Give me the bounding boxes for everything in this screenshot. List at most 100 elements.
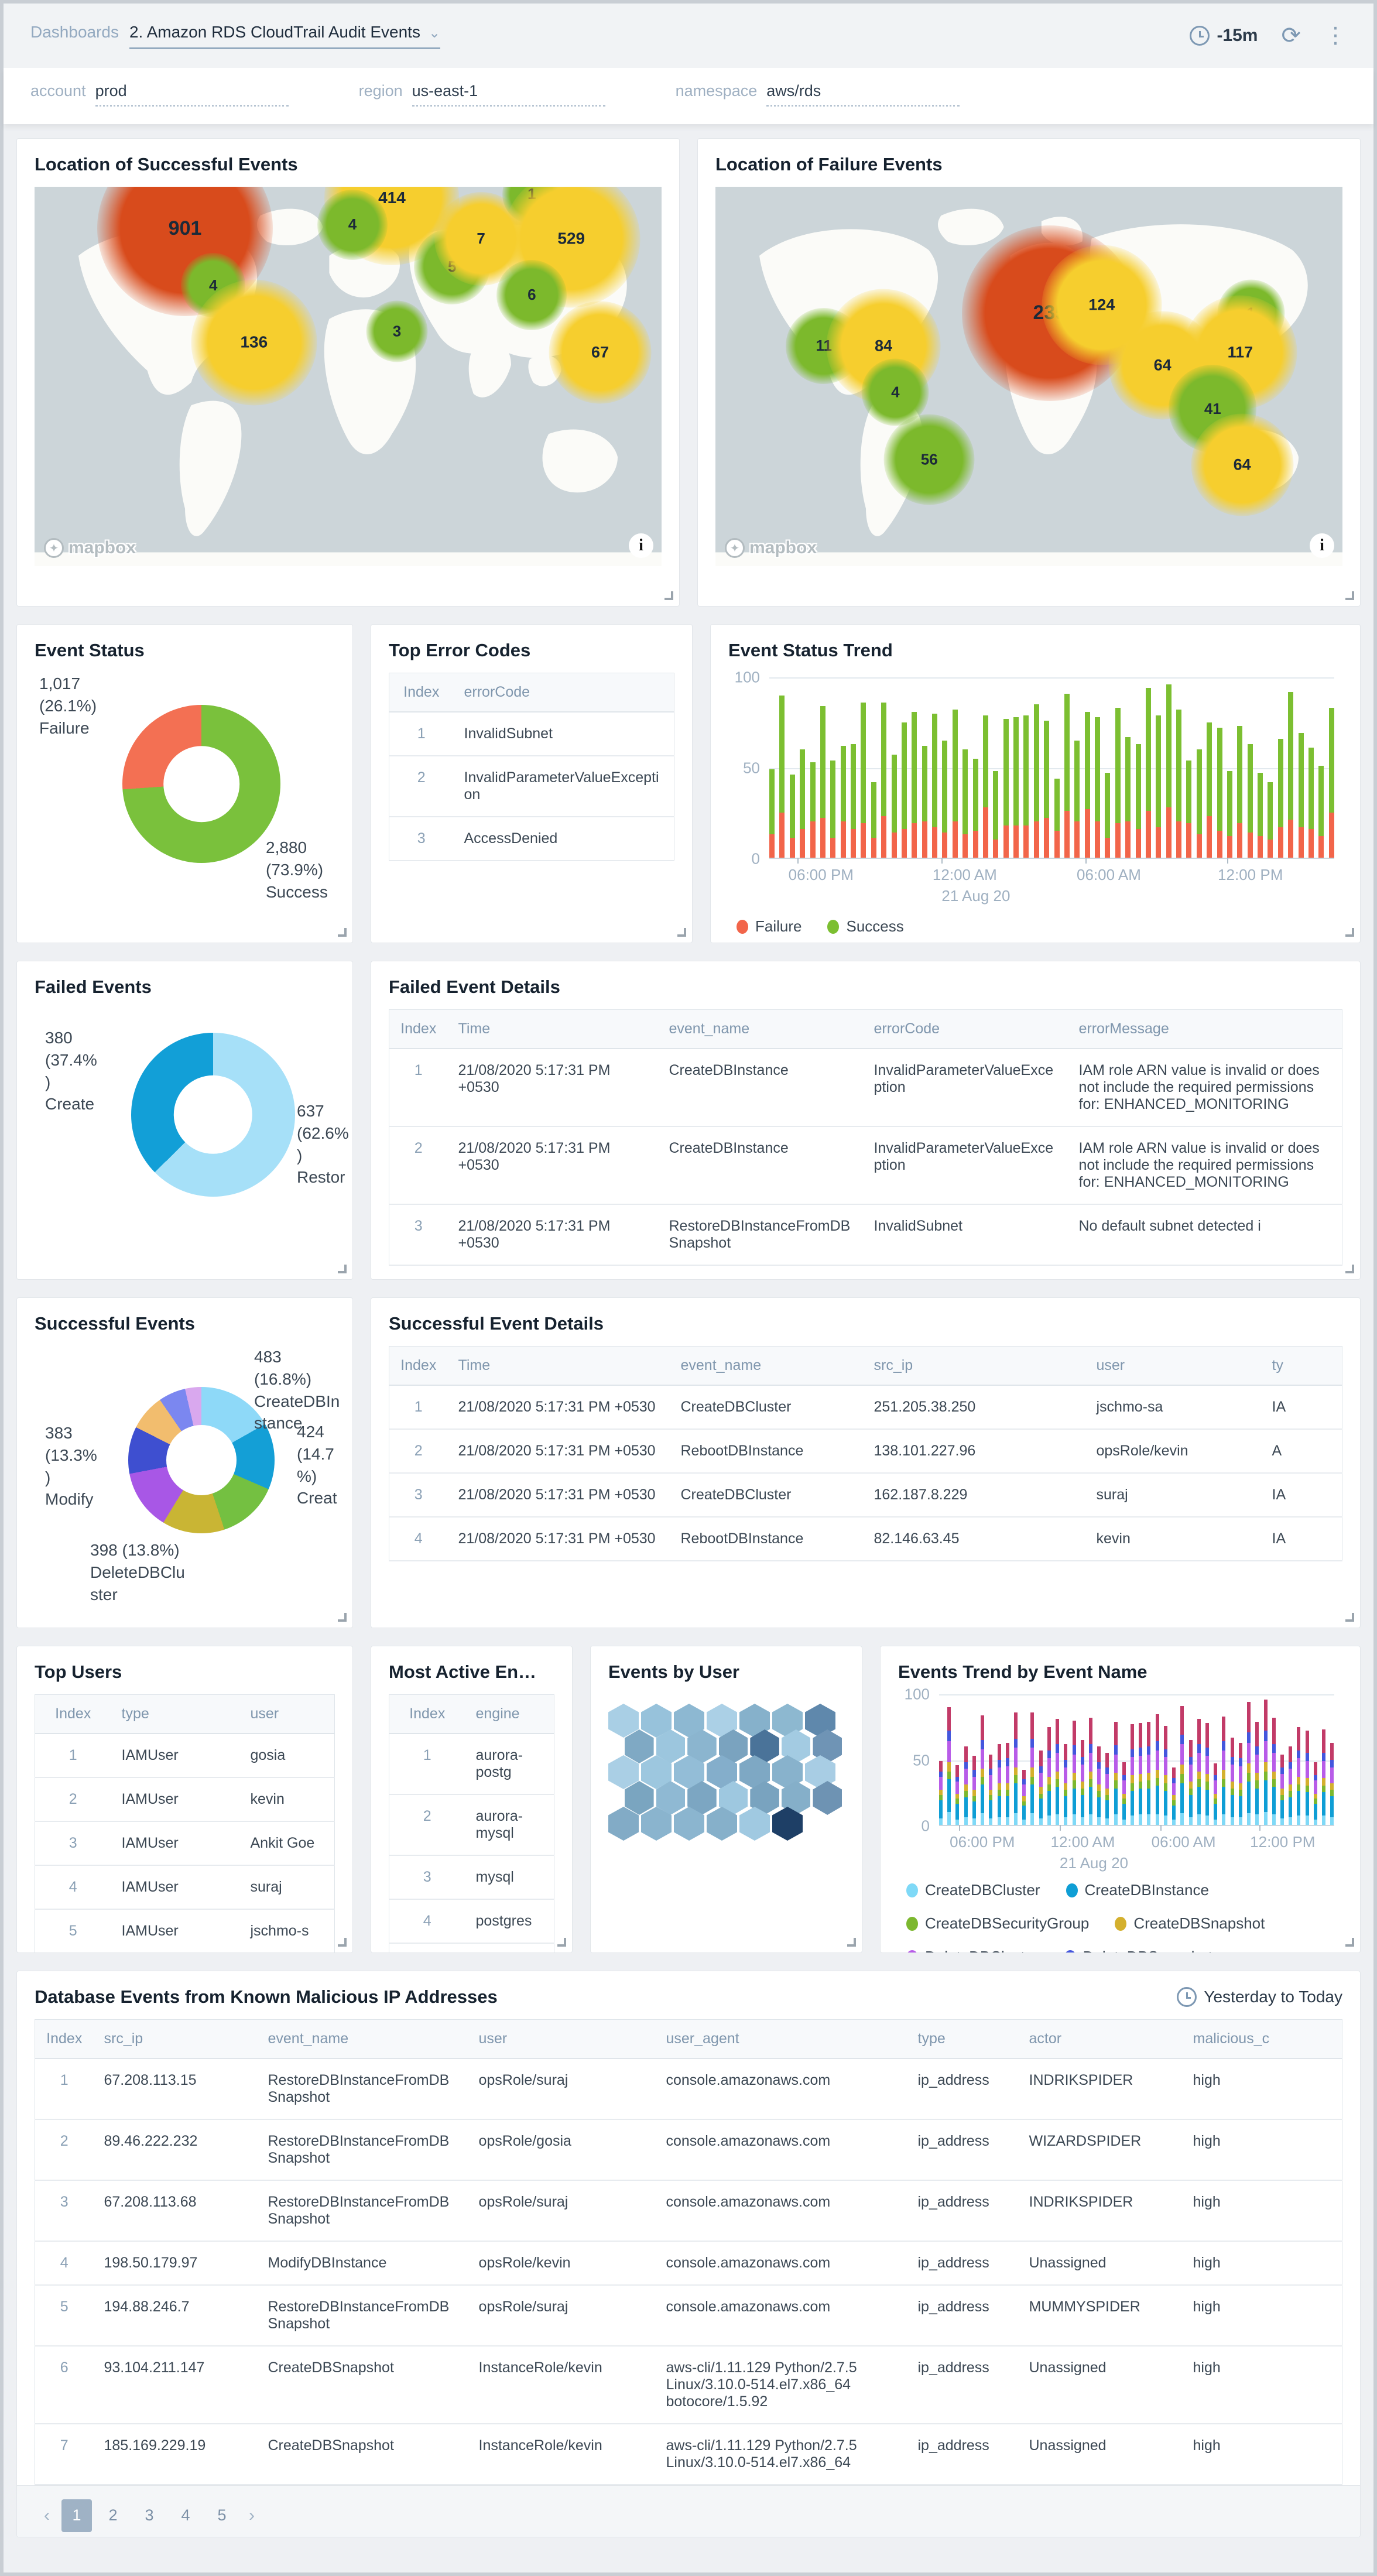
- kebab-menu-icon[interactable]: ⋮: [1324, 23, 1347, 48]
- pagination-page-5[interactable]: 5: [207, 2499, 237, 2532]
- table-row[interactable]: 1 aurora-postg: [389, 1734, 554, 1795]
- panel-resize-handle[interactable]: [557, 1938, 566, 1947]
- table-row[interactable]: 1 21/08/2020 5:17:31 PM +0530 CreateDBClus…: [389, 1385, 1342, 1430]
- failure-map-canvas[interactable]: ✦ mapbox i 11842351241641174145664: [715, 187, 1342, 566]
- dashboard-title-dropdown[interactable]: 2. Amazon RDS CloudTrail Audit Events ⌄: [129, 23, 441, 49]
- table-row[interactable]: 2 21/08/2020 5:17:31 PM +0530 RebootDBInst…: [389, 1429, 1342, 1474]
- table-row[interactable]: 3 21/08/2020 5:17:31 PM +0530 CreateDBClus…: [389, 1473, 1342, 1517]
- pagination-page-4[interactable]: 4: [170, 2499, 201, 2532]
- panel-resize-handle[interactable]: [338, 1613, 347, 1622]
- table-row[interactable]: 4 IAMUser suraj: [35, 1865, 335, 1910]
- column-header[interactable]: malicious_c: [1182, 2019, 1342, 2059]
- map-info-icon[interactable]: i: [629, 533, 653, 558]
- column-header[interactable]: user: [239, 1694, 335, 1734]
- column-header[interactable]: type: [907, 2019, 1019, 2059]
- hex-cell[interactable]: [625, 1729, 654, 1763]
- hex-cell[interactable]: [674, 1807, 704, 1841]
- hex-cell[interactable]: [707, 1807, 737, 1841]
- hex-cell[interactable]: [772, 1807, 803, 1841]
- pagination-page-2[interactable]: 2: [98, 2499, 128, 2532]
- table-row[interactable]: 6 93.104.211.147 CreateDBSnapshot InstanceR…: [35, 2346, 1342, 2424]
- hex-cell[interactable]: [608, 1807, 639, 1841]
- panel-resize-handle[interactable]: [1345, 928, 1354, 937]
- panel-resize-handle[interactable]: [677, 928, 686, 937]
- legend-createdbcluster[interactable]: CreateDBCluster: [906, 1881, 1040, 1899]
- column-header[interactable]: errorMessage: [1068, 1009, 1342, 1049]
- column-header[interactable]: ty: [1261, 1346, 1342, 1386]
- column-header[interactable]: event_name: [670, 1346, 864, 1386]
- panel-time-range[interactable]: Yesterday to Today: [1177, 1987, 1342, 2007]
- panel-resize-handle[interactable]: [847, 1938, 856, 1947]
- hex-cell[interactable]: [656, 1729, 686, 1763]
- table-row[interactable]: 2 aurora-mysql: [389, 1794, 554, 1856]
- filter-region-input[interactable]: us-east-1: [412, 82, 605, 107]
- panel-resize-handle[interactable]: [338, 928, 347, 937]
- hex-cell[interactable]: [625, 1781, 654, 1815]
- table-row[interactable]: 3 AccessDenied: [389, 817, 674, 861]
- table-row[interactable]: 1 InvalidSubnet: [389, 712, 674, 756]
- table-row[interactable]: 4 21/08/2020 5:17:31 PM +0530 RebootDBInst…: [389, 1517, 1342, 1561]
- table-row[interactable]: 1 IAMUser gosia: [35, 1734, 335, 1778]
- hex-cell[interactable]: [608, 1704, 639, 1738]
- panel-resize-handle[interactable]: [1345, 1613, 1354, 1622]
- legend-failure[interactable]: Failure: [737, 917, 801, 936]
- column-header[interactable]: Index: [389, 1694, 465, 1734]
- legend-createdbsnapshot[interactable]: CreateDBSnapshot: [1115, 1914, 1265, 1933]
- breadcrumb-dashboards[interactable]: Dashboards: [30, 22, 119, 41]
- panel-resize-handle[interactable]: [664, 591, 673, 600]
- panel-resize-handle[interactable]: [338, 1938, 347, 1947]
- column-header[interactable]: errorCode: [453, 673, 674, 712]
- stacked-bars[interactable]: [769, 677, 1334, 858]
- success-map-canvas[interactable]: ✦ mapbox i 901413641445715296367: [35, 187, 662, 566]
- column-header[interactable]: src_ip: [93, 2019, 258, 2059]
- table-row[interactable]: 3 21/08/2020 5:17:31 PM +0530 RestoreDBIns…: [389, 1204, 1342, 1266]
- table-row[interactable]: 5 194.88.246.7 RestoreDBInstanceFromDBSnap…: [35, 2285, 1342, 2347]
- table-row[interactable]: 2 21/08/2020 5:17:31 PM +0530 CreateDBInst…: [389, 1126, 1342, 1205]
- table-row[interactable]: 2 InvalidParameterValueException: [389, 756, 674, 817]
- legend-success[interactable]: Success: [827, 917, 904, 936]
- column-header[interactable]: src_ip: [863, 1346, 1086, 1386]
- pagination-next-button[interactable]: ›: [243, 2506, 261, 2526]
- column-header[interactable]: Time: [447, 1009, 659, 1049]
- hex-cell[interactable]: [656, 1781, 686, 1815]
- column-header[interactable]: Index: [389, 673, 454, 712]
- donut[interactable]: [122, 705, 280, 863]
- honeycomb-chart[interactable]: [608, 1694, 844, 1841]
- filter-account-input[interactable]: prod: [95, 82, 289, 107]
- table-row[interactable]: 1 67.208.113.15 RestoreDBInstanceFromDBSna…: [35, 2058, 1342, 2120]
- table-row[interactable]: 1 21/08/2020 5:17:31 PM +0530 CreateDBInst…: [389, 1049, 1342, 1127]
- column-header[interactable]: Index: [35, 2019, 94, 2059]
- column-header[interactable]: engine: [465, 1694, 554, 1734]
- pagination-page-3[interactable]: 3: [134, 2499, 165, 2532]
- panel-resize-handle[interactable]: [338, 1265, 347, 1273]
- legend-createdbinstance[interactable]: CreateDBInstance: [1066, 1881, 1209, 1899]
- donut[interactable]: [128, 1387, 275, 1533]
- map-info-icon[interactable]: i: [1310, 533, 1334, 558]
- time-range-button[interactable]: -15m: [1190, 26, 1258, 46]
- panel-resize-handle[interactable]: [1345, 1265, 1354, 1273]
- legend-createdbsecuritygroup[interactable]: CreateDBSecurityGroup: [906, 1914, 1089, 1933]
- column-header[interactable]: Index: [35, 1694, 111, 1734]
- column-header[interactable]: event_name: [257, 2019, 468, 2059]
- panel-resize-handle[interactable]: [1345, 591, 1354, 600]
- mapbox-logo[interactable]: ✦ mapbox: [44, 538, 136, 558]
- table-row[interactable]: 2 IAMUser kevin: [35, 1777, 335, 1822]
- column-header[interactable]: user: [468, 2019, 656, 2059]
- table-row[interactable]: 7 185.169.229.19 CreateDBSnapshot InstanceR…: [35, 2424, 1342, 2485]
- hex-cell[interactable]: [608, 1755, 639, 1789]
- hex-cell[interactable]: [813, 1781, 842, 1815]
- table-row[interactable]: 3 mysql: [389, 1855, 554, 1900]
- column-header[interactable]: user: [1085, 1346, 1262, 1386]
- pagination-prev-button[interactable]: ‹: [38, 2506, 56, 2526]
- table-row[interactable]: 4 postgres: [389, 1899, 554, 1944]
- table-row[interactable]: 5 IAMUser jschmo-s: [35, 1909, 335, 1952]
- column-header[interactable]: Time: [447, 1346, 670, 1386]
- column-header[interactable]: event_name: [658, 1009, 864, 1049]
- column-header[interactable]: Index: [389, 1346, 448, 1386]
- stacked-bars[interactable]: [939, 1694, 1334, 1825]
- column-header[interactable]: type: [111, 1694, 240, 1734]
- panel-resize-handle[interactable]: [1345, 1938, 1354, 1947]
- donut[interactable]: [131, 1033, 295, 1197]
- hex-cell[interactable]: [641, 1807, 672, 1841]
